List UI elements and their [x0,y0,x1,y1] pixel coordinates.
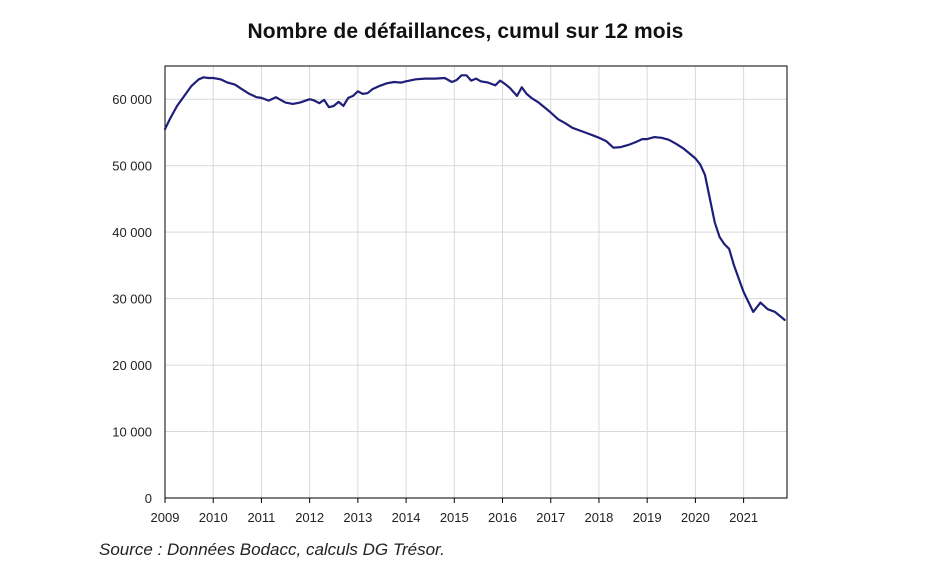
x-tick-label: 2019 [633,510,662,525]
chart-title: Nombre de défaillances, cumul sur 12 moi… [247,20,684,43]
x-tick-label: 2018 [584,510,613,525]
plot-background [165,66,787,498]
x-tick-label: 2009 [151,510,180,525]
x-tick-label: 2010 [199,510,228,525]
x-axis-ticks: 2009 2010 2011 2012 2013 2014 2015 2016 2017 2018… [151,498,758,525]
series-line [163,74,786,321]
y-tick-label: 0 [145,491,152,506]
y-tick-label: 30 000 [112,292,152,307]
y-tick-label: 50 000 [112,159,152,174]
grid-lines [165,66,787,498]
x-tick-label: 2017 [536,510,565,525]
x-tick-label: 2020 [681,510,710,525]
y-axis-ticks: 0 10 000 20 000 30 000 40 000 50 000 60 000 [112,92,152,506]
y-tick-label: 20 000 [112,358,152,373]
y-tick-label: 40 000 [112,225,152,240]
x-tick-label: 2014 [392,510,421,525]
x-tick-label: 2015 [440,510,469,525]
x-tick-label: 2013 [343,510,372,525]
series-layer [163,74,786,321]
x-tick-label: 2016 [488,510,517,525]
x-tick-label: 2011 [247,510,275,525]
x-tick-label: 2021 [729,510,758,525]
y-tick-label: 10 000 [112,425,152,440]
x-tick-label: 2012 [295,510,324,525]
source-note: Source : Données Bodacc, calculs DG Trés… [99,540,445,559]
y-tick-label: 60 000 [112,92,152,107]
plot-border [164,65,788,499]
